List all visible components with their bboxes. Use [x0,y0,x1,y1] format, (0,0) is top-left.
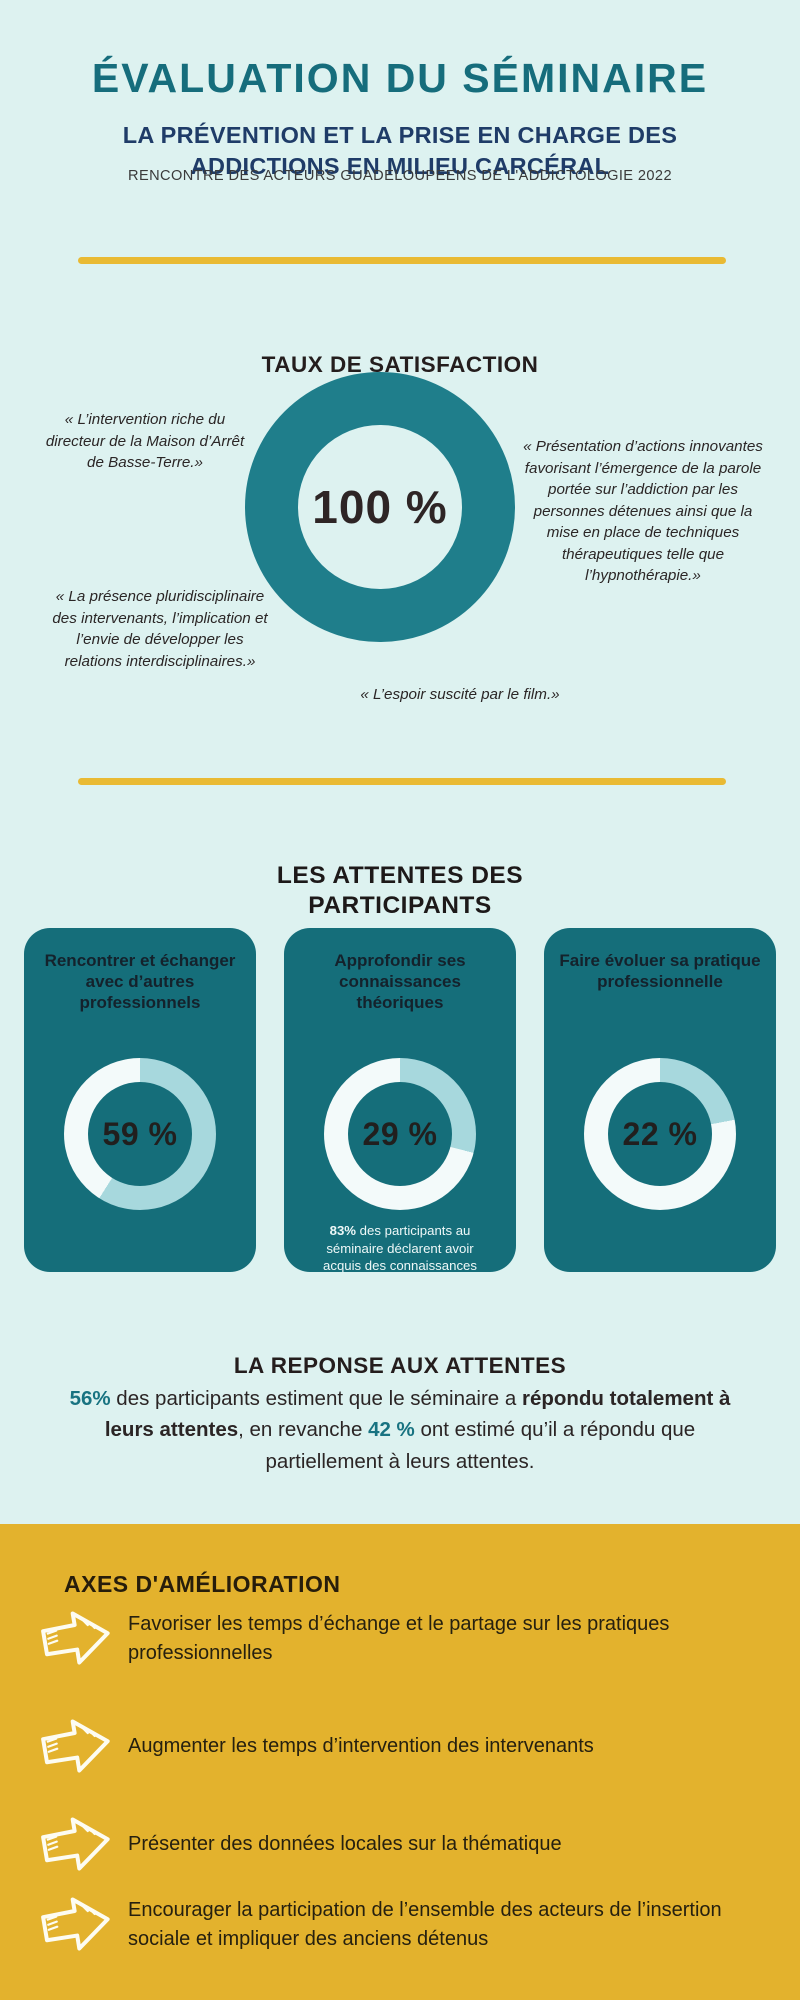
card-note: 83% des participants au séminaire déclar… [306,1222,494,1275]
attentes-heading: LES ATTENTES DES PARTICIPANTS [276,861,524,920]
event-tagline: RENCONTRE DES ACTEURS GUADELOUPEENS DE L… [128,168,672,184]
stat-42: 42 % [368,1418,415,1441]
donut-chart: 22 % [584,1058,736,1210]
section-divider [78,257,726,264]
satisfaction-donut-chart: 100 % [245,372,515,642]
text-segment: ont estimé qu’il a répondu que partielle… [265,1418,696,1473]
reponse-heading: LA REPONSE AUX ATTENTES [233,1352,567,1378]
card-title: Faire évoluer sa pratique professionnell… [559,951,761,991]
axes-amelioration-section: AXES D'AMÉLIORATION Favoriser les temps … [0,1524,800,2000]
attente-card-pratique: Faire évoluer sa pratique professionnell… [544,928,776,1272]
axes-item: Encourager la participation de l’ensembl… [128,1899,722,1950]
satisfaction-heading: TAUX DE SATISFACTION [261,351,539,377]
card-title: Approfondir ses connaissances théoriques [334,951,466,1012]
quote-text: « L’espoir suscité par le film.» [360,686,560,703]
text-segment: des participants estiment que le séminai… [110,1386,522,1410]
seminar-subtitle: LA PRÉVENTION ET LA PRISE EN CHARGE DES … [122,121,678,179]
attentes-cards-row: Rencontrer et échanger avec d’autres pro… [24,928,776,1275]
arrow-right-icon [41,1611,110,1665]
reponse-paragraph: 56% des participants estiment que le sém… [58,1383,742,1478]
attente-card-approfondir: Approfondir ses connaissances théoriques… [284,928,516,1275]
arrow-right-icon [41,1897,110,1951]
text-segment: , en revanche [238,1418,369,1441]
card-note-highlight: 83% [329,1223,357,1238]
axes-item: Favoriser les temps d’échange et le part… [128,1613,670,1664]
axes-item: Augmenter les temps d’intervention des i… [128,1735,594,1757]
section-divider [78,778,726,785]
page-title: ÉVALUATION DU SÉMINAIRE [91,55,709,102]
stat-56: 56% [69,1386,111,1410]
donut-percent-label: 29 % [362,1115,438,1152]
donut-chart: 59 % [64,1058,216,1210]
arrow-right-icon [41,1719,110,1773]
text-segment-bold: répondu totalement à leurs attentes [104,1386,731,1442]
satisfaction-rate-label: 100 % [312,481,448,533]
attente-card-rencontrer: Rencontrer et échanger avec d’autres pro… [24,928,256,1272]
donut-percent-label: 59 % [102,1115,178,1152]
quote-text: « Présentation d’actions innovantes favo… [523,438,763,584]
donut-percent-label: 22 % [622,1115,698,1152]
quote-text: « L’intervention riche du directeur de l… [45,411,245,471]
axes-item: Présenter des données locales sur la thé… [128,1833,562,1855]
card-title: Rencontrer et échanger avec d’autres pro… [44,951,236,1012]
card-note-text: des participants au séminaire déclarent … [323,1223,477,1273]
quote-text: « La présence pluridisciplinaire des int… [52,588,268,670]
axes-heading: AXES D'AMÉLIORATION [64,1571,341,1597]
donut-chart: 29 % [324,1058,476,1210]
arrow-right-icon [41,1817,110,1871]
